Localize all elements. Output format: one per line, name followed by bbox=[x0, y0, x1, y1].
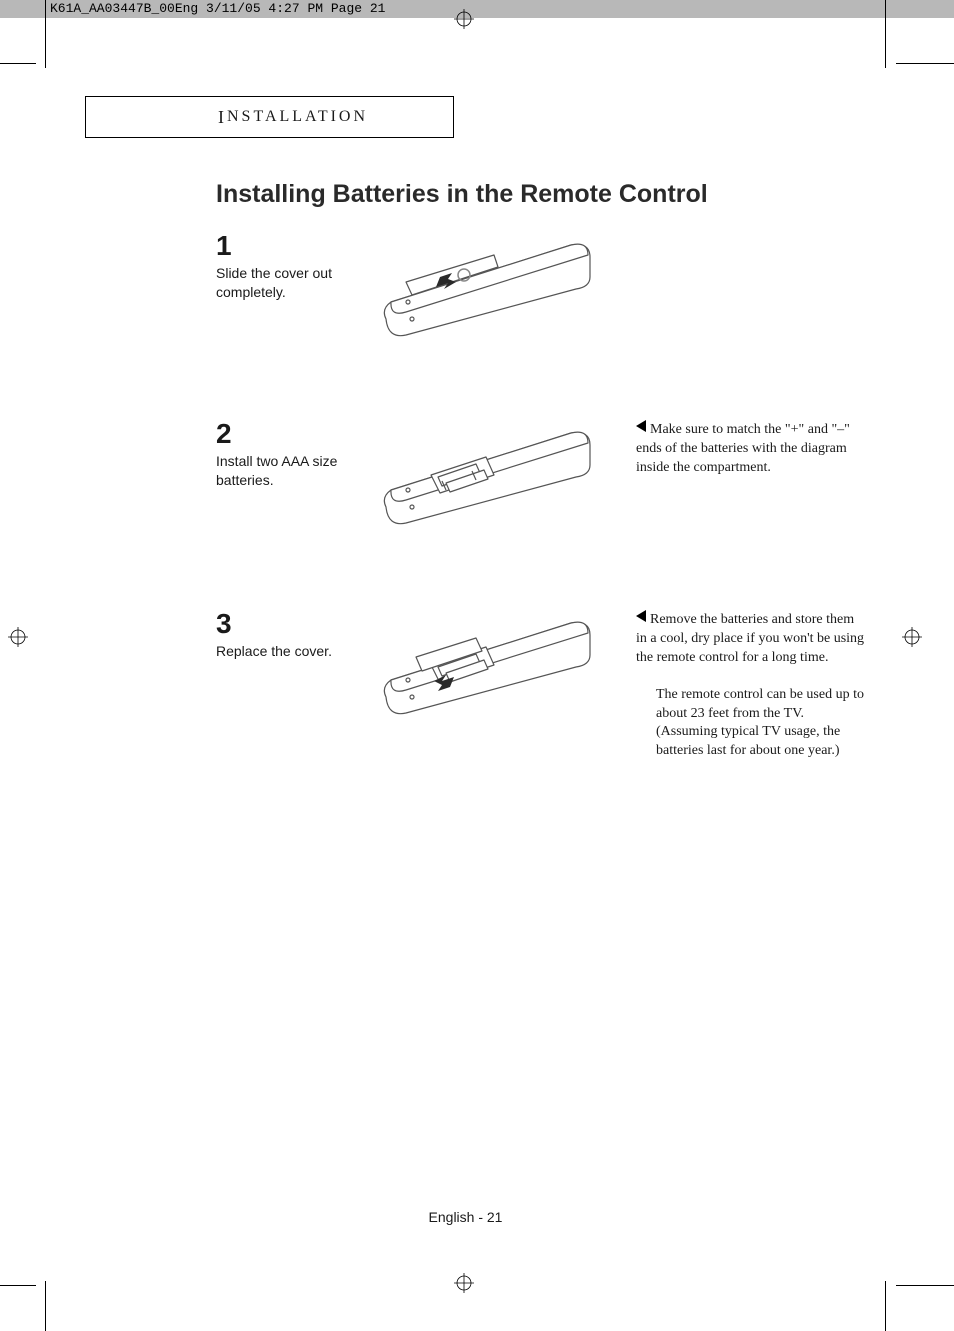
note-1: Make sure to match the "+" and "–" ends … bbox=[636, 420, 866, 478]
cropmark bbox=[896, 63, 954, 64]
cropmark bbox=[45, 0, 46, 68]
cropmark bbox=[0, 63, 36, 64]
cropmark bbox=[885, 1281, 886, 1331]
cropmark bbox=[896, 1285, 954, 1286]
print-header-strip: K61A_AA03447B_00Eng 3/11/05 4:27 PM Page… bbox=[0, 0, 954, 18]
registration-mark-left bbox=[8, 627, 28, 647]
step-2: 2 Install two AAA size batteries. Ma bbox=[216, 420, 876, 490]
triangle-bullet-icon bbox=[636, 420, 646, 432]
step-1: 1 Slide the cover out completely. bbox=[216, 232, 876, 302]
triangle-bullet-icon bbox=[636, 610, 646, 622]
step-3: 3 Replace the cover. Remov bbox=[216, 610, 876, 661]
page-title: Installing Batteries in the Remote Contr… bbox=[216, 180, 708, 209]
section-heading-rest: NSTALLATION bbox=[227, 108, 368, 126]
page: INSTALLATION Installing Batteries in the… bbox=[46, 64, 885, 1285]
registration-mark-right bbox=[902, 627, 922, 647]
note-extra: The remote control can be used up to abo… bbox=[656, 686, 866, 762]
illustration-step3 bbox=[376, 605, 591, 745]
section-heading-firstletter: I bbox=[218, 107, 227, 128]
step-text: Install two AAA size batteries. bbox=[216, 452, 356, 490]
note-2: Remove the batteries and store them in a… bbox=[636, 610, 866, 761]
note-text: Remove the batteries and store them in a… bbox=[636, 612, 864, 665]
note-text: Make sure to match the "+" and "–" ends … bbox=[636, 422, 850, 475]
section-heading-box: INSTALLATION bbox=[85, 96, 454, 138]
cropmark bbox=[0, 1285, 36, 1286]
illustration-step2 bbox=[376, 415, 591, 555]
page-footer: English - 21 bbox=[46, 1209, 885, 1225]
cropmark bbox=[885, 0, 886, 68]
step-text: Replace the cover. bbox=[216, 642, 356, 661]
cropmark bbox=[45, 1281, 46, 1331]
registration-mark-top bbox=[454, 9, 474, 29]
illustration-step1 bbox=[376, 227, 591, 367]
step-text: Slide the cover out completely. bbox=[216, 264, 356, 302]
header-slug: K61A_AA03447B_00Eng 3/11/05 4:27 PM Page… bbox=[50, 1, 385, 16]
